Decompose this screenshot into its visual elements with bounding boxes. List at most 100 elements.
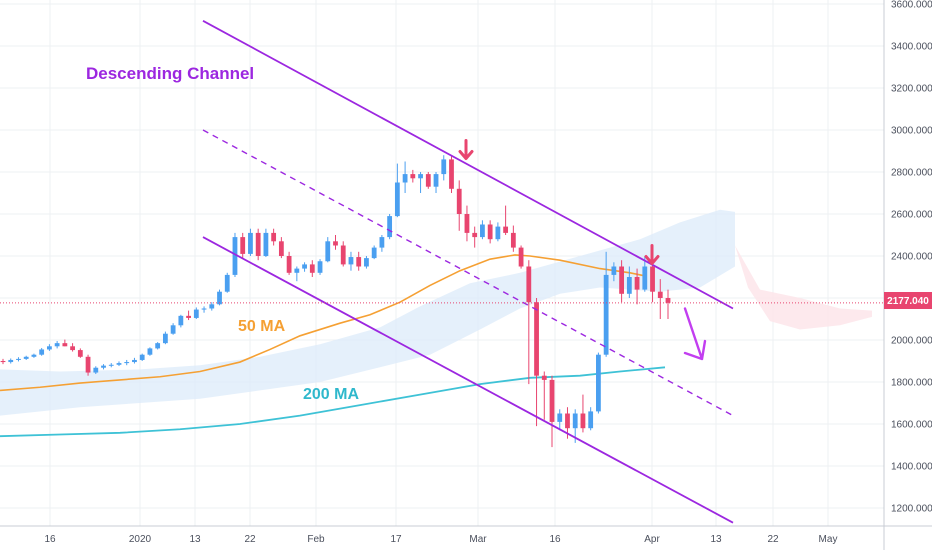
channel-upper-line bbox=[202, 20, 734, 310]
y-tick-label: 3200.000 bbox=[891, 84, 932, 95]
candle-body bbox=[526, 266, 532, 303]
candle-body bbox=[178, 315, 184, 326]
candle-body bbox=[248, 232, 253, 254]
candle-body bbox=[255, 232, 261, 256]
candle-body bbox=[240, 237, 246, 254]
candle-body bbox=[70, 346, 75, 351]
y-tick-label: 2000.000 bbox=[891, 336, 932, 347]
candle-body bbox=[54, 343, 60, 347]
y-tick-label: 3600.000 bbox=[891, 0, 932, 11]
y-tick-label: 2600.000 bbox=[891, 210, 932, 221]
candle-body bbox=[364, 258, 369, 267]
ichimoku-cloud bbox=[0, 209, 872, 416]
candle-body bbox=[294, 268, 300, 273]
candle-body bbox=[379, 237, 385, 248]
candle-body bbox=[394, 182, 400, 217]
x-tick-label: 13 bbox=[710, 534, 722, 545]
candle-body bbox=[603, 274, 609, 355]
candle-body bbox=[31, 354, 37, 357]
candle-body bbox=[588, 411, 594, 429]
candle-body bbox=[340, 245, 346, 265]
y-tick-label: 1200.000 bbox=[891, 504, 932, 515]
candle-body bbox=[619, 266, 625, 294]
candle-body bbox=[333, 241, 338, 246]
x-tick-label: 2020 bbox=[129, 534, 152, 545]
moving-averages bbox=[0, 254, 666, 438]
annotation-arrows bbox=[458, 139, 707, 361]
candle-body bbox=[371, 247, 377, 259]
candle-body bbox=[348, 257, 354, 265]
candle-body bbox=[209, 304, 215, 309]
last-price-label: 2177.040 bbox=[887, 296, 929, 307]
candle-body bbox=[549, 379, 555, 422]
channel-lower-line bbox=[202, 236, 734, 524]
candle-body bbox=[472, 232, 478, 238]
candle-body bbox=[23, 356, 29, 359]
grid bbox=[0, 0, 884, 526]
candle-body bbox=[503, 226, 509, 233]
y-tick-label: 1400.000 bbox=[891, 462, 932, 473]
x-tick-label: Mar bbox=[469, 534, 487, 545]
candle-body bbox=[441, 159, 447, 175]
candle-body bbox=[657, 291, 663, 298]
candle-body bbox=[201, 308, 207, 310]
candle-body bbox=[356, 257, 362, 267]
candle-body bbox=[85, 356, 91, 373]
candle-body bbox=[626, 277, 632, 294]
x-tick-label: 17 bbox=[390, 534, 402, 545]
down-arrow-marker bbox=[644, 244, 660, 265]
candle-body bbox=[193, 309, 199, 318]
candles bbox=[0, 155, 671, 448]
candle-body bbox=[487, 224, 493, 240]
candle-body bbox=[232, 237, 238, 275]
candle-body bbox=[302, 264, 307, 269]
candle-body bbox=[611, 266, 617, 275]
candle-body bbox=[16, 358, 21, 360]
y-tick-label: 1800.000 bbox=[891, 378, 932, 389]
x-tick-label: Feb bbox=[307, 534, 325, 545]
y-tick-label: 3400.000 bbox=[891, 42, 932, 53]
candle-body bbox=[557, 413, 563, 422]
candle-body bbox=[565, 413, 570, 429]
descending-channel bbox=[202, 20, 734, 524]
candle-body bbox=[518, 247, 524, 267]
x-tick-label: 22 bbox=[244, 534, 256, 545]
candle-body bbox=[101, 365, 106, 368]
candle-body bbox=[108, 364, 114, 366]
x-tick-label: 13 bbox=[189, 534, 201, 545]
x-tick-label: 16 bbox=[549, 534, 561, 545]
candle-body bbox=[480, 224, 485, 238]
x-tick-label: May bbox=[819, 534, 838, 545]
channel-mid-line bbox=[202, 129, 734, 417]
candle-body bbox=[170, 325, 176, 334]
candle-body bbox=[263, 232, 269, 256]
candle-body bbox=[433, 174, 439, 187]
candle-body bbox=[387, 216, 393, 238]
y-tick-label: 3000.000 bbox=[891, 126, 932, 137]
candle-body bbox=[402, 174, 408, 183]
cloud-area bbox=[0, 209, 735, 416]
candle-body bbox=[155, 343, 161, 349]
candle-body bbox=[0, 361, 6, 363]
candle-body bbox=[634, 277, 640, 290]
candle-body bbox=[665, 298, 671, 303]
candle-body bbox=[317, 261, 323, 273]
ma200-line bbox=[0, 366, 666, 438]
candle-body bbox=[642, 266, 648, 290]
x-tick-label: 22 bbox=[767, 534, 779, 545]
ma50-label: 50 MA bbox=[238, 318, 286, 335]
candle-body bbox=[278, 241, 284, 256]
ma200-label: 200 MA bbox=[303, 386, 359, 403]
candle-body bbox=[139, 354, 145, 360]
down-arrow-marker bbox=[458, 139, 474, 160]
candle-body bbox=[224, 274, 230, 292]
candle-body bbox=[46, 346, 52, 350]
candle-body bbox=[309, 264, 315, 273]
candle-body bbox=[572, 413, 578, 429]
candle-body bbox=[93, 367, 99, 373]
y-tick-label: 2800.000 bbox=[891, 168, 932, 179]
candle-body bbox=[495, 226, 501, 240]
ma50-line bbox=[0, 254, 646, 392]
